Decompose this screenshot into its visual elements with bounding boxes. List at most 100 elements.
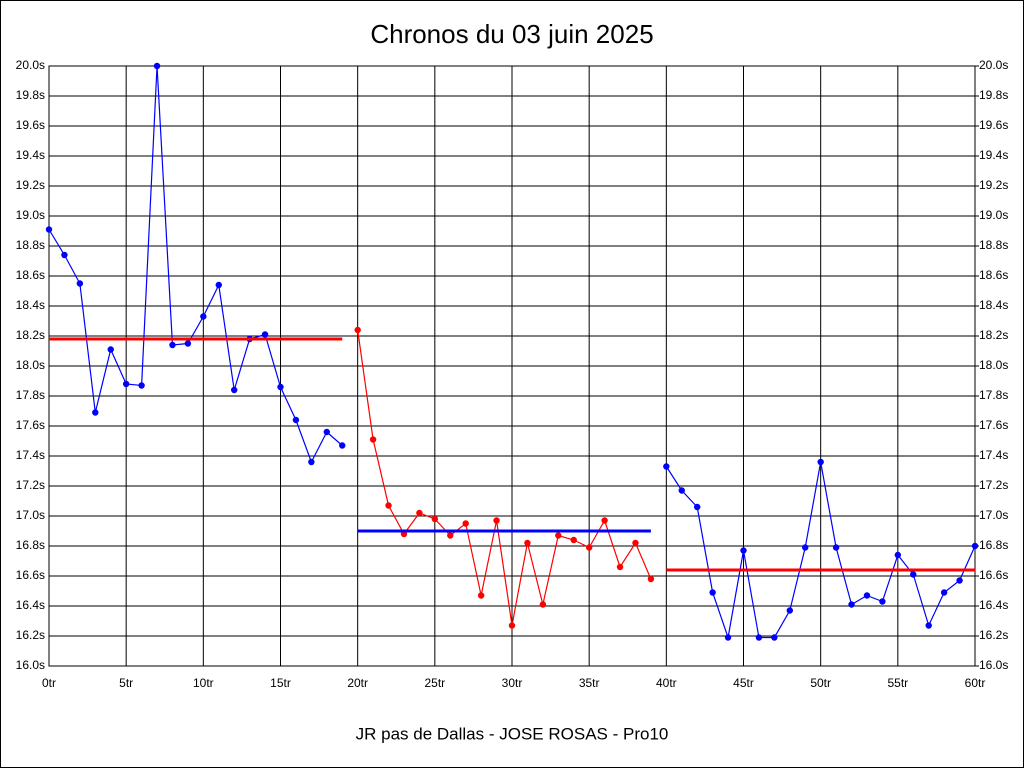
y-tick-label: 16.2s: [16, 628, 45, 642]
point: [323, 428, 330, 436]
y-tick-label: 16.8s: [16, 538, 45, 552]
point: [555, 532, 562, 539]
point: [802, 544, 809, 551]
y2-tick-label: 17.0s: [979, 508, 1008, 522]
point: [76, 280, 84, 287]
y-tick-label: 17.2s: [16, 478, 45, 492]
y2-tick-label: 16.6s: [979, 568, 1008, 582]
point: [292, 416, 300, 424]
x-axis-label: JR pas de Dallas - JOSE ROSAS - Pro10: [356, 724, 669, 743]
point: [771, 634, 778, 641]
y2-tick-label: 16.2s: [979, 628, 1008, 642]
point: [169, 341, 176, 349]
x-tick-label: 35tr: [579, 676, 600, 690]
x-tick-label: 55tr: [887, 676, 908, 690]
point: [709, 589, 716, 596]
y2-tick-label: 18.6s: [979, 268, 1008, 282]
point: [755, 634, 763, 641]
point: [447, 532, 454, 539]
y-tick-label: 18.2s: [16, 328, 45, 342]
series-line: [48, 65, 343, 464]
y-tick-label: 20.0s: [16, 58, 45, 72]
point: [848, 601, 855, 608]
point: [570, 536, 577, 544]
point: [786, 607, 793, 614]
x-tick-label: 50tr: [810, 676, 831, 690]
point: [894, 551, 902, 559]
y2-tick-label: 18.8s: [979, 238, 1008, 252]
point: [354, 326, 361, 334]
y-tick-label: 16.0s: [16, 658, 45, 672]
y2-tick-label: 16.4s: [979, 598, 1008, 612]
y2-tick-label: 19.6s: [979, 118, 1008, 132]
y-tick-label: 17.8s: [16, 388, 45, 402]
y-tick-label: 17.4s: [16, 448, 45, 462]
y-tick-label: 17.0s: [16, 508, 45, 522]
y2-tick-label: 19.2s: [979, 178, 1008, 192]
point: [879, 598, 886, 605]
x-tick-label: 40tr: [656, 676, 677, 690]
point: [910, 571, 917, 578]
point: [601, 517, 608, 524]
y2-tick-label: 16.0s: [979, 658, 1008, 672]
point: [231, 386, 238, 394]
x-tick-label: 15tr: [270, 676, 291, 690]
point: [45, 226, 53, 233]
point: [369, 436, 377, 443]
point: [493, 517, 500, 524]
point: [508, 622, 516, 629]
y-tick-label: 16.6s: [16, 568, 45, 582]
y-tick-label: 19.8s: [16, 88, 45, 102]
point: [616, 563, 624, 571]
point: [817, 458, 824, 466]
y2-tick-label: 18.0s: [979, 358, 1008, 372]
point: [663, 463, 670, 470]
x-tick-label: 45tr: [733, 676, 754, 690]
point: [61, 251, 68, 259]
point: [925, 622, 932, 629]
point: [339, 442, 346, 449]
x-tick-label: 25tr: [424, 676, 445, 690]
point: [539, 601, 547, 608]
y-tick-label: 18.8s: [16, 238, 45, 252]
y-tick-label: 17.6s: [16, 418, 45, 432]
x-tick-label: 10tr: [193, 676, 214, 690]
point: [138, 382, 145, 389]
y-tick-label: 18.4s: [16, 298, 45, 312]
point: [200, 313, 207, 320]
x-tick-label: 0tr: [42, 676, 56, 690]
y2-tick-label: 17.2s: [979, 478, 1008, 492]
x-tick-label: 30tr: [502, 676, 523, 690]
point: [107, 346, 114, 353]
point: [431, 515, 439, 523]
point: [215, 281, 222, 289]
point: [153, 62, 161, 70]
point: [585, 544, 593, 551]
y2-tick-label: 17.4s: [979, 448, 1008, 462]
y-tick-label: 18.6s: [16, 268, 45, 282]
y2-tick-label: 20.0s: [979, 58, 1008, 72]
point: [694, 503, 701, 511]
point: [647, 575, 655, 583]
point: [956, 577, 963, 584]
point: [277, 383, 284, 391]
point: [122, 380, 130, 388]
y-tick-label: 18.0s: [16, 358, 45, 372]
point: [678, 487, 685, 494]
y2-tick-label: 18.2s: [979, 328, 1008, 342]
point: [863, 592, 871, 599]
chart-title: Chronos du 03 juin 2025: [370, 19, 653, 49]
point: [416, 509, 423, 517]
plot-area: [48, 65, 976, 667]
point: [832, 544, 840, 551]
y2-tick-label: 18.4s: [979, 298, 1008, 312]
y2-tick-label: 16.8s: [979, 538, 1008, 552]
point: [971, 542, 979, 550]
point: [477, 592, 485, 599]
x-tick-label: 5tr: [119, 676, 133, 690]
point: [261, 331, 269, 338]
point: [632, 539, 639, 547]
y-tick-label: 19.6s: [16, 118, 45, 132]
x-tick-label: 20tr: [347, 676, 368, 690]
